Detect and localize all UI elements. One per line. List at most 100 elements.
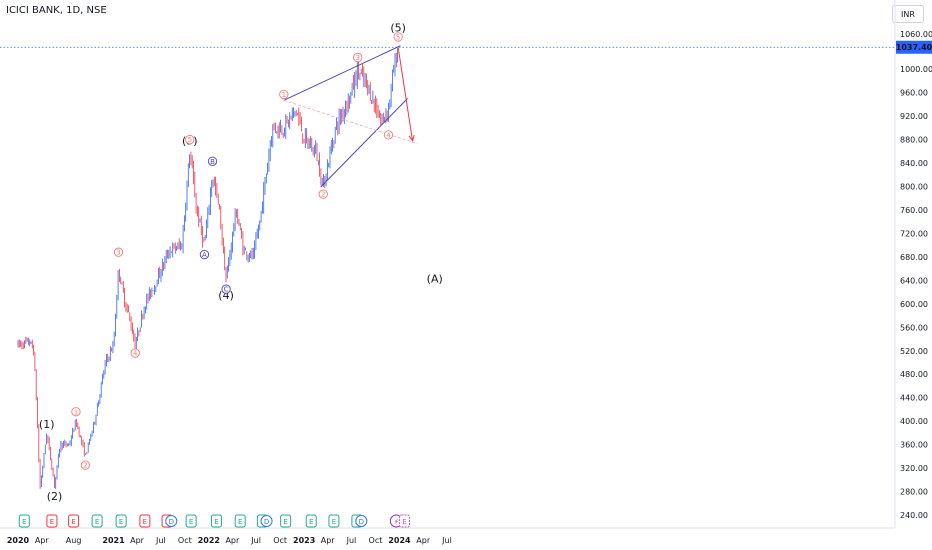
wedge-trendline[interactable] (283, 45, 401, 101)
wave-label-major: (5) (390, 22, 406, 35)
last-price-tag (896, 40, 932, 54)
price-axis-label: 360.00 (900, 441, 928, 450)
earnings-event-icon[interactable] (328, 514, 340, 528)
event-label: E (143, 518, 147, 526)
time-axis-label: 2022 (198, 536, 220, 545)
wave-label-minor: 3 (355, 54, 359, 62)
wave-label-circle (393, 32, 403, 42)
earnings-event-icon[interactable] (305, 514, 317, 528)
event-label: E (22, 518, 26, 526)
price-axis-label: 240.00 (900, 511, 928, 520)
projection-line[interactable] (283, 99, 418, 145)
event-label: D (264, 518, 269, 526)
dividend-event-icon[interactable] (165, 515, 178, 527)
target-arrow[interactable] (397, 47, 414, 141)
last-price-value: 1037.40 (896, 43, 932, 52)
wave-label-minor: 1 (74, 408, 78, 416)
time-axis-label: 2021 (102, 536, 125, 545)
price-axis-label: 880.00 (900, 136, 928, 145)
price-axis-label: 680.00 (900, 253, 928, 262)
time-axis-label: Jul (155, 536, 166, 545)
earnings-event-icon[interactable] (398, 514, 410, 528)
time-axis-label: Aug (66, 536, 82, 545)
time-axis-label: Apr (130, 536, 145, 545)
wave-label-minor: 2 (83, 462, 87, 470)
earnings-event-icon[interactable] (280, 514, 292, 528)
event-label: E (71, 518, 75, 526)
symbol-title[interactable]: ICICI BANK, 1D, NSE (6, 5, 107, 16)
wedge-trendline[interactable] (320, 98, 408, 188)
time-axis-label: Oct (178, 536, 192, 545)
time-axis-label: Oct (369, 536, 383, 545)
event-label: E (95, 518, 99, 526)
wave-label-minor: 4 (133, 350, 138, 358)
wave-label-circle (185, 134, 195, 145)
earnings-event-icon[interactable] (185, 514, 197, 528)
price-axis-label: 480.00 (900, 370, 928, 379)
wave-label-circle (207, 156, 218, 166)
wave-label-major: (2) (47, 490, 63, 503)
wave-label-major: (4) (218, 289, 234, 302)
dividend-event-icon[interactable] (355, 515, 368, 527)
price-axis-label: 800.00 (900, 183, 928, 192)
wave-label-circle (353, 52, 363, 63)
time-axis-label: 2023 (293, 536, 315, 545)
event-label: D (169, 518, 174, 526)
time-axis-label: Jul (346, 536, 357, 545)
event-label: E (50, 518, 54, 526)
wave-label-minor: 2 (321, 191, 325, 199)
price-axis-label: 1060.00 (900, 30, 932, 39)
event-label: E (332, 518, 336, 526)
time-axis-label: 2024 (388, 536, 411, 545)
price-axis-label: 520.00 (900, 347, 928, 356)
earnings-event-icon[interactable] (115, 514, 127, 528)
wave-label-circle (318, 189, 328, 199)
price-axis-label: 720.00 (900, 229, 928, 238)
earnings-event-icon[interactable] (139, 514, 151, 528)
price-axis-label: 440.00 (900, 394, 928, 403)
time-axis-label: 2020 (7, 536, 30, 545)
wave-label-minor: 1 (282, 91, 286, 99)
wave-label-circle (221, 284, 231, 294)
price-axis-label: 600.00 (900, 300, 928, 309)
earnings-event-icon[interactable] (91, 514, 103, 528)
time-axis-label: Apr (416, 536, 431, 545)
wave-label-minor: B (210, 158, 215, 166)
time-axis-label: Apr (35, 536, 50, 545)
earnings-event-icon[interactable] (68, 514, 80, 528)
wave-label-circle (80, 460, 91, 470)
split-event-label: ⚡ (394, 518, 399, 526)
event-label: E (214, 518, 218, 526)
price-axis-label: 320.00 (900, 464, 928, 473)
earnings-event-icon[interactable] (46, 514, 58, 528)
arrow-head-icon (408, 134, 415, 142)
price-axis-label: 280.00 (900, 488, 928, 497)
wave-label-circle (279, 89, 289, 100)
time-axis-label: Jul (441, 536, 452, 545)
wave-label-circle (199, 249, 210, 260)
time-axis-label: Apr (225, 536, 240, 545)
dividend-event-icon[interactable] (260, 515, 273, 527)
time-axis-label: Jul (250, 536, 261, 545)
wave-label-circle (130, 348, 140, 358)
wave-label-major: (A) (427, 273, 443, 286)
price-axis-label: 560.00 (900, 323, 928, 332)
wave-label-circle (71, 407, 81, 417)
wave-label-circle (383, 130, 394, 140)
event-label: D (359, 518, 364, 526)
event-label: E (119, 518, 123, 526)
event-label: E (189, 518, 193, 526)
price-axis-label: 960.00 (900, 89, 928, 98)
price-axis-label: 1000.00 (900, 65, 932, 74)
price-axis-label: 840.00 (900, 159, 928, 168)
wave-label-minor: C (224, 286, 229, 294)
price-axis-label: 640.00 (900, 276, 928, 285)
time-axis-label: Oct (273, 536, 287, 545)
currency-button[interactable]: INR (892, 5, 924, 23)
earnings-event-icon[interactable] (234, 514, 246, 528)
earnings-event-icon[interactable] (18, 514, 30, 528)
wave-label-minor: A (202, 251, 207, 259)
wave-label-major: (1) (39, 418, 55, 431)
earnings-event-icon[interactable] (210, 514, 222, 528)
